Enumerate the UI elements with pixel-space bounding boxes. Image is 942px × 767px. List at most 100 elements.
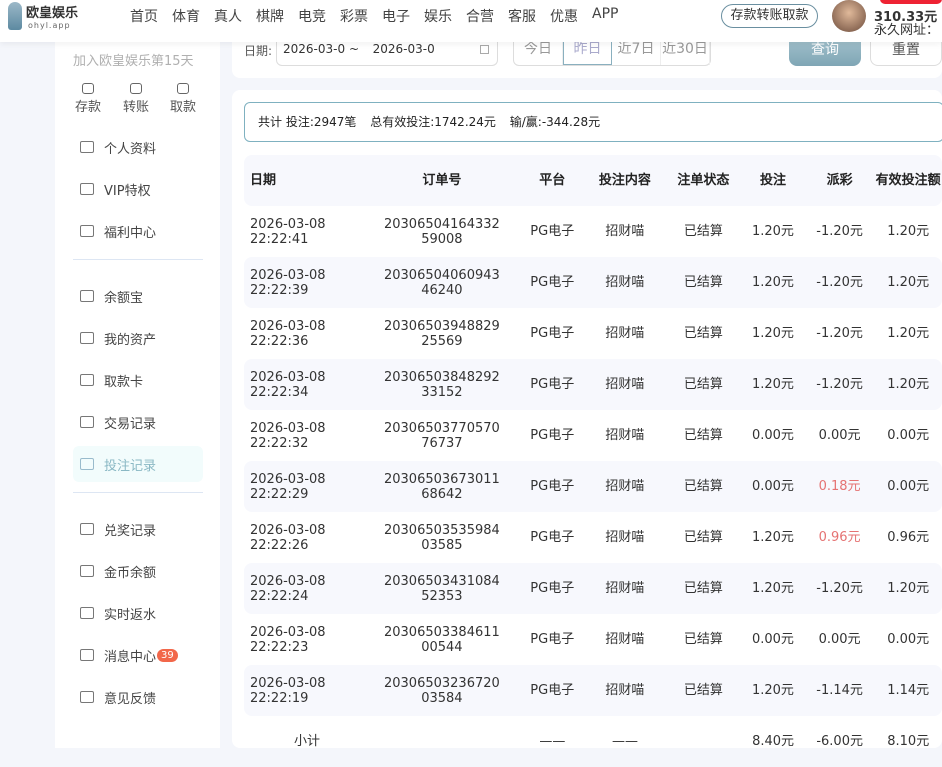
date: 2026-03-08 xyxy=(250,267,326,283)
column-header[interactable]: 订单号 xyxy=(422,173,462,188)
sidebar-item[interactable]: VIP特权 xyxy=(73,171,203,207)
quick-label: 存款 xyxy=(75,100,102,115)
table-row[interactable]: 2026-03-08 22:22:36 20306503948829 25569 PG电… xyxy=(244,308,942,359)
time: 22:22:34 xyxy=(250,384,309,400)
sidebar-item[interactable]: 余额宝 xyxy=(73,278,203,314)
payout-cell: -1.14元 xyxy=(816,683,863,698)
platform-cell: PG电子 xyxy=(530,683,575,698)
order-cell: 20306503673011 68642 xyxy=(363,472,520,502)
bet-cell: 1.20元 xyxy=(751,377,794,392)
gift-icon xyxy=(80,225,94,237)
column-header[interactable]: 平台 xyxy=(539,173,566,188)
order-no-part1: 20306504060943 xyxy=(383,267,500,283)
column-header[interactable]: 注单状态 xyxy=(677,173,730,188)
column-header[interactable]: 派彩 xyxy=(826,173,853,188)
nav-item[interactable]: 棋牌 xyxy=(256,9,284,25)
nav-item[interactable]: 合营 xyxy=(466,9,494,25)
payout-cell: 0.00元 xyxy=(818,428,861,443)
table-row[interactable]: 2026-03-08 22:22:32 20306503770570 76737 PG电… xyxy=(244,410,942,461)
sidebar-item[interactable]: 个人资料 xyxy=(73,129,203,165)
content-cell: 招财喵 xyxy=(605,530,645,545)
payout-cell: -1.20元 xyxy=(816,377,863,392)
table-row[interactable]: 2026-03-08 22:22:39 20306504060943 46240 PG电… xyxy=(244,257,942,308)
sidebar-item[interactable]: 投注记录 xyxy=(73,446,203,482)
order-no-part2: 25569 xyxy=(421,333,463,349)
sidebar-item[interactable]: 取款卡 xyxy=(73,362,203,398)
quick-deposit-button[interactable]: 存款 xyxy=(75,83,101,115)
payout-cell: 0.18元 xyxy=(818,479,861,494)
sidebar-item[interactable]: 交易记录 xyxy=(73,404,203,440)
content-cell: 招财喵 xyxy=(605,581,645,596)
quick-transfer-button[interactable]: 转账 xyxy=(123,83,149,115)
summary-box: 共计 投注:2947笔 总有效投注:1742.24元 输/赢:-344.28元 xyxy=(244,102,942,142)
sidebar-item[interactable]: 金币余额 xyxy=(73,553,203,589)
table-row[interactable]: 2026-03-08 22:22:23 20306503384611 00544 PG电… xyxy=(244,614,942,665)
sidebar-item[interactable]: 福利中心 xyxy=(73,213,203,249)
table-row[interactable]: 2026-03-08 22:22:34 20306503848292 33152 PG电… xyxy=(244,359,942,410)
nav-item[interactable]: 彩票 xyxy=(340,9,368,25)
date-sep: ~ xyxy=(348,42,359,56)
order-no-part2: 00544 xyxy=(421,639,463,655)
order-cell: 20306503948829 25569 xyxy=(363,319,520,349)
sidebar-item-label: 意见反馈 xyxy=(104,691,157,707)
nav-item[interactable]: 娱乐 xyxy=(424,9,452,25)
quick-date-0[interactable]: 今日 xyxy=(514,34,563,65)
time: 22:22:32 xyxy=(250,435,309,451)
withdraw-icon xyxy=(177,83,189,94)
calendar-icon[interactable] xyxy=(480,45,489,54)
table-row[interactable]: 2026-03-08 22:22:41 20306504164332 59008 PG电… xyxy=(244,206,942,257)
column-header[interactable]: 有效投注额 xyxy=(875,173,941,188)
order-no-part2: 68642 xyxy=(421,486,463,502)
sidebar-item-label: 交易记录 xyxy=(104,416,157,432)
table-row[interactable]: 2026-03-08 22:22:24 20306503431084 52353 PG电… xyxy=(244,563,942,614)
avatar[interactable] xyxy=(832,0,866,32)
table-row[interactable]: 2026-03-08 22:22:26 20306503535984 03585 PG电… xyxy=(244,512,942,563)
bet-cell: 1.20元 xyxy=(751,326,794,341)
coin-icon xyxy=(80,565,94,577)
table-row[interactable]: 2026-03-08 22:22:29 20306503673011 68642 PG电… xyxy=(244,461,942,512)
quick-date-2[interactable]: 近7日 xyxy=(612,34,661,65)
sidebar-item[interactable]: 我的资产 xyxy=(73,320,203,356)
nav-item[interactable]: 电子 xyxy=(382,9,410,25)
table-row[interactable]: 2026-03-08 22:22:19 20306503236720 03584 PG电… xyxy=(244,665,942,716)
bet-table: 日期 订单号 平台 投注内容 注单状态 投注 派彩 有效投注额 2026-03-08 22:22:… xyxy=(244,155,942,767)
sidebar-item[interactable]: 意见反馈 xyxy=(73,679,203,715)
sidebar-item[interactable]: 兑奖记录 xyxy=(73,511,203,547)
nav-item[interactable]: APP xyxy=(592,6,619,22)
summary-winloss: 输/赢:-344.28元 xyxy=(509,115,601,129)
nav-item[interactable]: 客服 xyxy=(508,9,536,25)
nav-item[interactable]: 优惠 xyxy=(550,9,578,25)
payout-cell: -1.20元 xyxy=(816,275,863,290)
status-cell: 已结算 xyxy=(683,377,723,392)
nav-item[interactable]: 电竞 xyxy=(298,9,326,25)
card-icon xyxy=(80,374,94,386)
summary-valid: 总有效投注:1742.24元 xyxy=(370,115,496,129)
logo[interactable]: 欧皇娱乐 ohyl.app xyxy=(8,2,78,30)
quick-date-3[interactable]: 近30日 xyxy=(661,34,710,65)
sidebar-item[interactable]: 实时返水 xyxy=(73,595,203,631)
time: 22:22:19 xyxy=(250,690,309,706)
date-range-input[interactable]: 2026-03-0 ~ 2026-03-0 xyxy=(276,34,498,66)
date-cell: 2026-03-08 22:22:32 xyxy=(244,421,363,451)
bet-cell: 1.20元 xyxy=(751,224,794,239)
quick-date-1[interactable]: 昨日 xyxy=(563,34,612,65)
order-cell: 20306503431084 52353 xyxy=(363,574,520,604)
status-cell: 已结算 xyxy=(683,428,723,443)
column-header[interactable]: 投注内容 xyxy=(598,173,651,188)
order-no-part2: 76737 xyxy=(421,435,463,451)
column-header[interactable]: 日期 xyxy=(250,173,277,188)
quick-withdraw-button[interactable]: 取款 xyxy=(170,83,196,115)
order-cell: 20306503384611 00544 xyxy=(363,625,520,655)
nav-item[interactable]: 首页 xyxy=(130,9,158,25)
summary-total: 共计 投注:2947笔 xyxy=(258,115,357,129)
feedback-icon xyxy=(80,691,94,703)
column-header[interactable]: 投注 xyxy=(759,173,786,188)
date-end: 2026-03-0 xyxy=(372,42,435,56)
permanent-url-label: 永久网址： xyxy=(874,23,940,38)
status-cell: 已结算 xyxy=(683,632,723,647)
nav-item[interactable]: 体育 xyxy=(172,9,200,25)
wallet-icon xyxy=(80,290,94,302)
nav-item[interactable]: 真人 xyxy=(214,9,242,25)
deposit-transfer-withdraw-button[interactable]: 存款转账取款 xyxy=(721,4,818,28)
sidebar-item[interactable]: 消息中心 39 xyxy=(73,637,203,673)
